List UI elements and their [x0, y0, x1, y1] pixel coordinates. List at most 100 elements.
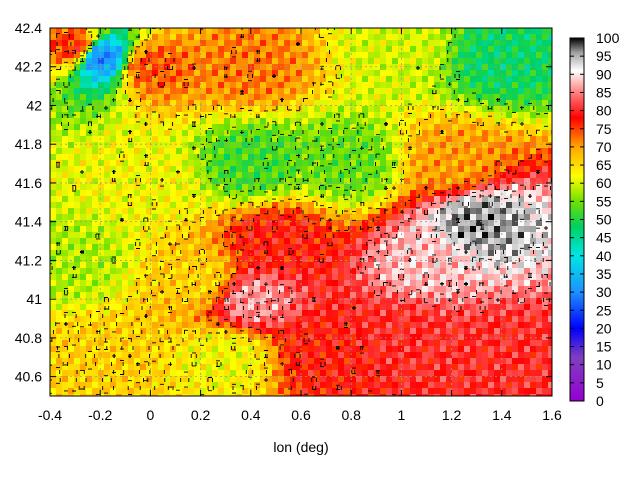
heatmap-cell [452, 268, 459, 275]
heatmap-cell [260, 382, 267, 389]
heatmap-cell [452, 112, 459, 119]
heatmap-cell [272, 298, 279, 305]
heatmap-cell [188, 292, 195, 299]
heatmap-cell [242, 382, 249, 389]
heatmap-cell [254, 124, 261, 131]
heatmap-cell [152, 310, 159, 317]
heatmap-cell [236, 322, 243, 329]
heatmap-cell [338, 190, 345, 197]
heatmap-cell [278, 274, 285, 281]
heatmap-cell [458, 28, 465, 35]
heatmap-cell [482, 112, 489, 119]
heatmap-cell [422, 52, 429, 59]
heatmap-cell [410, 184, 417, 191]
heatmap-cell [428, 106, 435, 113]
heatmap-cell [500, 202, 507, 209]
heatmap-cell [272, 364, 279, 371]
heatmap-cell [74, 196, 81, 203]
heatmap-cell [92, 112, 99, 119]
heatmap-cell [80, 112, 87, 119]
heatmap-cell [182, 160, 189, 167]
heatmap-cell [356, 100, 363, 107]
heatmap-cell [290, 136, 297, 143]
heatmap-cell [74, 142, 81, 149]
heatmap-cell [368, 202, 375, 209]
heatmap-cell [356, 34, 363, 41]
heatmap-cell [410, 256, 417, 263]
heatmap-cell [356, 136, 363, 143]
heatmap-cell [230, 226, 237, 233]
heatmap-cell [176, 94, 183, 101]
heatmap-cell [188, 172, 195, 179]
heatmap-cell [404, 376, 411, 383]
heatmap-cell [176, 358, 183, 365]
heatmap-cell [146, 106, 153, 113]
heatmap-cell [524, 376, 531, 383]
heatmap-cell [302, 364, 309, 371]
heatmap-cell [98, 352, 105, 359]
heatmap-cell [296, 250, 303, 257]
heatmap-cell [218, 310, 225, 317]
heatmap-cell [548, 94, 552, 101]
heatmap-cell [308, 280, 315, 287]
heatmap-cell [530, 172, 537, 179]
heatmap-cell [338, 304, 345, 311]
heatmap-cell [254, 118, 261, 125]
heatmap-cell [68, 52, 75, 59]
heatmap-cell [518, 172, 525, 179]
heatmap-cell [158, 208, 165, 215]
heatmap-cell [260, 262, 267, 269]
heatmap-cell [230, 304, 237, 311]
heatmap-cell [158, 88, 165, 95]
heatmap-cell [374, 376, 381, 383]
heatmap-cell [434, 106, 441, 113]
heatmap-cell [62, 232, 69, 239]
heatmap-cell [368, 184, 375, 191]
heatmap-cell [500, 52, 507, 59]
heatmap-cell [464, 130, 471, 137]
heatmap-cell [224, 178, 231, 185]
heatmap-cell [116, 250, 123, 257]
heatmap-cell [218, 76, 225, 83]
heatmap-cell [260, 334, 267, 341]
heatmap-cell [284, 214, 291, 221]
heatmap-cell [74, 88, 81, 95]
heatmap-cell [500, 292, 507, 299]
heatmap-cell [386, 376, 393, 383]
heatmap-cell [494, 64, 501, 71]
heatmap-cell [248, 34, 255, 41]
heatmap-cell [80, 46, 87, 53]
heatmap-cell [506, 28, 513, 35]
heatmap-cell [284, 352, 291, 359]
heatmap-cell [512, 202, 519, 209]
heatmap-cell [374, 244, 381, 251]
heatmap-cell [278, 118, 285, 125]
heatmap-cell [482, 148, 489, 155]
heatmap-cell [404, 220, 411, 227]
heatmap-cell [470, 220, 477, 227]
heatmap-cell [266, 286, 273, 293]
heatmap-cell [86, 298, 93, 305]
heatmap-cell [410, 214, 417, 221]
heatmap-cell [128, 316, 135, 323]
heatmap-cell [242, 214, 249, 221]
heatmap-cell [344, 274, 351, 281]
heatmap-cell [530, 148, 537, 155]
heatmap-cell [542, 76, 549, 83]
heatmap-cell [398, 34, 405, 41]
heatmap-cell [506, 370, 513, 377]
heatmap-cell [272, 160, 279, 167]
heatmap-cell [74, 304, 81, 311]
heatmap-cell [218, 190, 225, 197]
heatmap-cell [452, 370, 459, 377]
heatmap-cell [512, 34, 519, 41]
heatmap-cell [92, 28, 99, 35]
heatmap-cell [380, 328, 387, 335]
heatmap-cell [176, 136, 183, 143]
heatmap-cell [272, 280, 279, 287]
heatmap-cell [512, 286, 519, 293]
heatmap-cell [194, 208, 201, 215]
heatmap-cell [116, 256, 123, 263]
heatmap-cell [458, 160, 465, 167]
heatmap-cell [104, 40, 111, 47]
